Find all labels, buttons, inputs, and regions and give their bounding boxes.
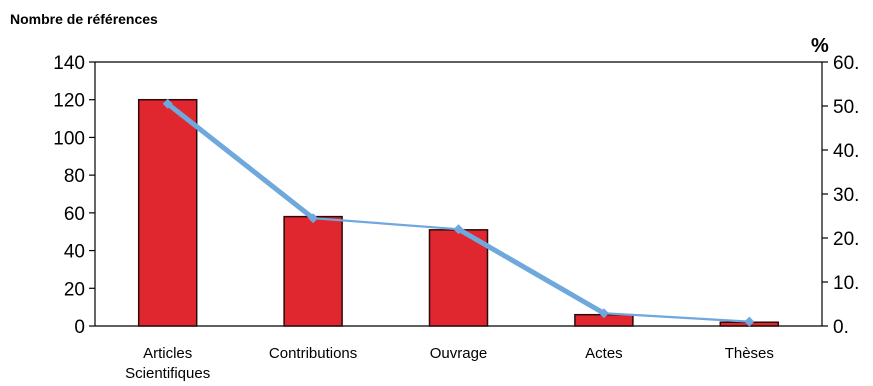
x-tick-label: Ouvrage — [430, 345, 488, 362]
left-tick-label: 40 — [64, 242, 85, 263]
right-tick-label: 40. — [833, 141, 859, 162]
line-point — [453, 224, 464, 235]
bar — [428, 229, 489, 327]
x-tick-label: Actes — [585, 345, 623, 362]
left-tick-label: 100 — [53, 128, 85, 149]
plot-area: 0 20 40 60 80 100 120 140 0. 10. 20. 30. 40. 50. 60. Ar… — [53, 53, 859, 382]
left-tick-label: 140 — [53, 53, 85, 74]
right-axis-label: % — [811, 35, 829, 57]
line-segment — [312, 217, 460, 231]
chart-title: Nombre de références — [10, 11, 158, 27]
line-point — [308, 213, 319, 224]
right-tick-label: 30. — [833, 185, 859, 206]
x-tick-label: Thèses — [725, 345, 774, 362]
bar — [283, 215, 343, 327]
x-tick-label: Contributions — [269, 345, 357, 362]
line-point — [598, 308, 609, 319]
left-tick-label: 20 — [64, 279, 85, 300]
x-tick-label: Scientifiques — [125, 365, 210, 382]
left-tick-label: 80 — [64, 166, 85, 187]
right-tick-label: 60. — [833, 53, 859, 74]
line-segment — [602, 312, 751, 323]
line-segment — [165, 101, 316, 221]
x-tick-label: Articles — [143, 345, 192, 362]
right-tick-label: 10. — [833, 273, 859, 294]
right-tick-label: 50. — [833, 97, 859, 118]
left-tick-label: 0 — [74, 317, 85, 338]
bar — [137, 98, 198, 327]
right-tick-label: 20. — [833, 229, 859, 250]
left-tick-label: 120 — [53, 91, 85, 112]
right-tick-label: 0. — [833, 317, 849, 338]
left-tick-label: 60 — [64, 204, 85, 225]
line-segment — [456, 226, 607, 316]
line-point — [744, 316, 755, 327]
line-point — [162, 98, 173, 109]
